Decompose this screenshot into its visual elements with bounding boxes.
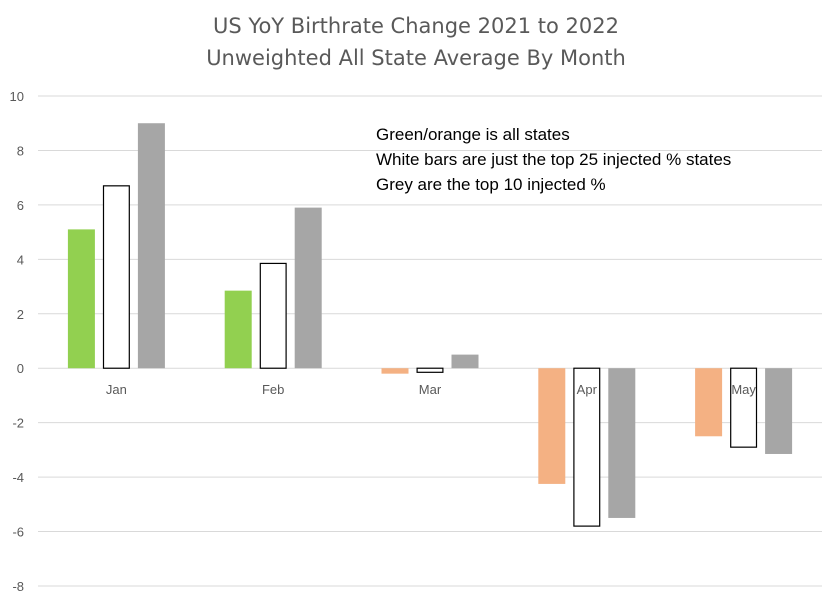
y-tick-label: 6 — [17, 198, 24, 213]
x-category-label: May — [731, 382, 756, 397]
bar-may-series-2 — [730, 367, 758, 448]
bar-jan-series-2 — [102, 185, 130, 369]
y-tick-label: 0 — [17, 361, 24, 376]
annotation-line-2: White bars are just the top 25 injected … — [376, 150, 731, 169]
y-tick-label: -2 — [12, 416, 24, 431]
y-tick-label: 10 — [10, 89, 24, 104]
y-tick-label: -6 — [12, 525, 24, 540]
bar-jan-series-1 — [67, 229, 95, 369]
x-axis-category-labels: Jan Feb Mar Apr May — [106, 382, 756, 397]
x-category-label: Feb — [262, 382, 284, 397]
x-category-label: Apr — [577, 382, 598, 397]
bar-may-series-3 — [765, 368, 793, 454]
bar-apr-series-2 — [573, 367, 601, 527]
annotation-line-1: Green/orange is all states — [376, 125, 570, 144]
bar-apr-series-3 — [608, 368, 636, 518]
bar-mar-series-2 — [416, 367, 444, 373]
y-tick-label: 2 — [17, 307, 24, 322]
y-tick-label: -8 — [12, 579, 24, 594]
bar-jan-series-3 — [137, 123, 165, 369]
chart-title-line-1: US YoY Birthrate Change 2021 to 2022 — [213, 14, 619, 38]
bar-feb-series-1 — [224, 290, 252, 369]
bar-may-series-1 — [695, 368, 723, 437]
bar-mar-series-1 — [381, 368, 409, 374]
annotation-line-3: Grey are the top 10 injected % — [376, 175, 606, 194]
bar-feb-series-3 — [294, 207, 322, 369]
bars — [67, 123, 793, 527]
bar-mar-series-3 — [451, 354, 479, 369]
bar-apr-series-1 — [538, 368, 566, 484]
y-tick-label: 4 — [17, 252, 24, 267]
y-tick-label: -4 — [12, 470, 24, 485]
y-axis-tick-labels: 10 8 6 4 2 0 -2 -4 -6 -8 — [10, 89, 24, 594]
bar-feb-series-2 — [259, 262, 287, 369]
x-category-label: Jan — [106, 382, 127, 397]
y-tick-label: 8 — [17, 143, 24, 158]
chart-title-line-2: Unweighted All State Average By Month — [206, 46, 626, 70]
x-category-label: Mar — [419, 382, 442, 397]
